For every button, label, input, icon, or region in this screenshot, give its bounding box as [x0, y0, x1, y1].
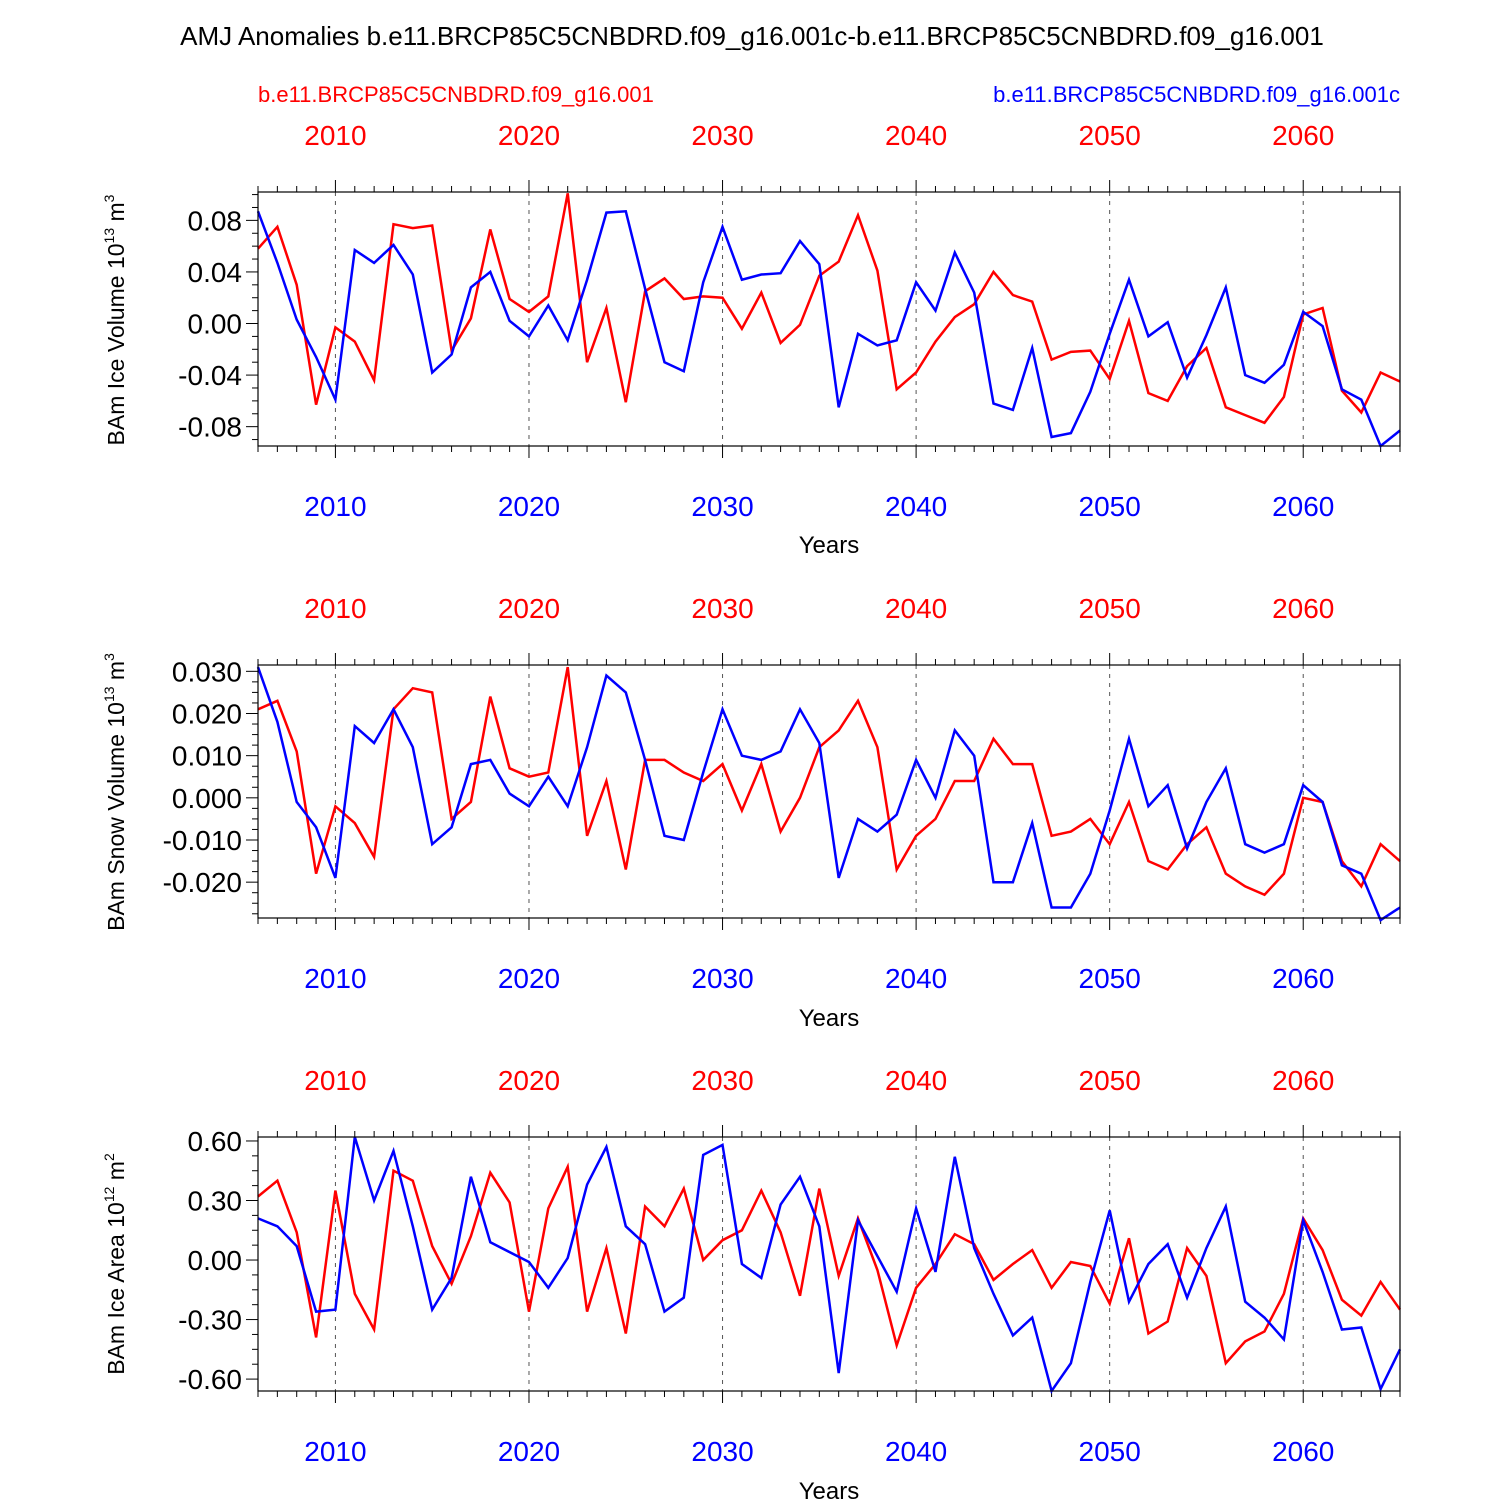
x-tick-label-bottom: 2010	[304, 1436, 366, 1467]
x-tick-label-top: 2020	[498, 120, 560, 151]
y-axis-label-unit-exponent: 3	[101, 194, 117, 202]
y-tick-label: -0.010	[163, 825, 242, 856]
x-tick-label-bottom: 2060	[1272, 963, 1334, 994]
x-axis-label: Years	[799, 1478, 860, 1500]
panel-3: -0.60 -0.30 0.00 0.30 0.60 2010 2010 2020 2020 20…	[101, 1065, 1402, 1500]
x-tick-label-bottom: 2040	[885, 491, 947, 522]
x-tick-label-top: 2060	[1272, 120, 1334, 151]
series-line-red	[257, 193, 1401, 425]
y-axis-label-exponent: 13	[101, 228, 117, 244]
x-tick-label-top: 2040	[885, 1065, 947, 1096]
y-tick-label: 0.30	[188, 1186, 243, 1217]
x-tick-label-bottom: 2060	[1272, 1436, 1334, 1467]
y-axis-label: BAm Ice Area 1012 m2	[101, 1153, 129, 1375]
plot-frame	[257, 1136, 1401, 1392]
y-tick-label: 0.00	[188, 1245, 243, 1276]
y-axis-label: BAm Ice Volume 1013 m3	[101, 194, 129, 445]
y-axis-label-unit-exponent: 3	[101, 653, 117, 661]
x-tick-label-top: 2020	[498, 1065, 560, 1096]
y-axis-label-unit: m	[103, 202, 129, 228]
x-tick-label-bottom: 2050	[1079, 963, 1141, 994]
x-tick-label-top: 2010	[304, 1065, 366, 1096]
y-axis-label-unit: m	[103, 1161, 129, 1187]
y-tick-label: -0.60	[178, 1364, 242, 1395]
x-tick-label-bottom: 2060	[1272, 491, 1334, 522]
x-tick-label-top: 2050	[1079, 120, 1141, 151]
x-tick-label-top: 2010	[304, 120, 366, 151]
panel-1: -0.08 -0.04 0.00 0.04 0.08 2010 2010 2020 2020 20…	[101, 120, 1401, 559]
x-tick-label-top: 2020	[498, 593, 560, 624]
x-axis-label: Years	[799, 1005, 860, 1032]
series-line-red	[257, 1162, 1402, 1366]
y-tick-label: 0.000	[172, 783, 242, 814]
x-tick-label-top: 2060	[1272, 593, 1334, 624]
x-tick-label-top: 2050	[1079, 593, 1141, 624]
x-tick-label-top: 2040	[885, 593, 947, 624]
x-tick-label-bottom: 2050	[1079, 491, 1141, 522]
legend-blue-label: b.e11.BRCP85C5CNBDRD.f09_g16.001c	[993, 82, 1400, 107]
y-axis-label-exponent: 12	[101, 1186, 117, 1202]
y-tick-label: 0.00	[188, 309, 243, 340]
y-axis-label-main: BAm Snow Volume 10	[103, 702, 129, 931]
x-tick-label-top: 2030	[691, 120, 753, 151]
panels: -0.08-0.040.000.040.08201020102020202020…	[101, 120, 1402, 1500]
x-tick-label-top: 2010	[304, 593, 366, 624]
x-tick-label-bottom: 2020	[498, 491, 560, 522]
y-axis-label-main: BAm Ice Volume 10	[103, 243, 129, 445]
x-tick-label-bottom: 2010	[304, 963, 366, 994]
series-line-blue	[256, 666, 1401, 922]
x-axis-label: Years	[799, 532, 860, 559]
series-line-blue	[256, 209, 1401, 449]
y-tick-label: -0.020	[163, 867, 242, 898]
x-tick-label-bottom: 2030	[691, 1436, 753, 1467]
x-tick-label-top: 2050	[1079, 1065, 1141, 1096]
y-tick-label: 0.04	[188, 257, 243, 288]
y-tick-label: 0.020	[172, 698, 242, 729]
panel-2: -0.020 -0.010 0.000 0.010 0.020 0.030 2010 2010…	[101, 593, 1401, 1032]
x-tick-label-top: 2030	[691, 1065, 753, 1096]
y-tick-label: 0.08	[188, 205, 243, 236]
y-tick-label: 0.030	[172, 656, 242, 687]
y-tick-label: 0.010	[172, 741, 242, 772]
x-tick-label-bottom: 2020	[498, 963, 560, 994]
x-tick-label-bottom: 2010	[304, 491, 366, 522]
y-tick-label: 0.60	[188, 1126, 243, 1157]
x-tick-label-bottom: 2040	[885, 963, 947, 994]
x-tick-label-top: 2060	[1272, 1065, 1334, 1096]
x-tick-label-bottom: 2020	[498, 1436, 560, 1467]
y-tick-label: -0.08	[178, 412, 242, 443]
x-tick-label-bottom: 2050	[1079, 1436, 1141, 1467]
plot-frame	[257, 664, 1401, 919]
y-tick-label: -0.04	[178, 360, 242, 391]
y-axis-label-exponent: 13	[101, 686, 117, 702]
plot-frame	[257, 191, 1401, 447]
x-tick-label-bottom: 2030	[691, 963, 753, 994]
x-tick-label-bottom: 2040	[885, 1436, 947, 1467]
y-tick-label: -0.30	[178, 1305, 242, 1336]
series-line-red	[257, 666, 1401, 897]
series-line-blue	[257, 1136, 1402, 1394]
legend-red-label: b.e11.BRCP85C5CNBDRD.f09_g16.001	[258, 82, 654, 107]
y-axis-label: BAm Snow Volume 1013 m3	[101, 653, 129, 931]
x-tick-label-top: 2030	[691, 593, 753, 624]
y-axis-label-main: BAm Ice Area 10	[103, 1202, 129, 1375]
x-tick-label-top: 2040	[885, 120, 947, 151]
x-tick-label-bottom: 2030	[691, 491, 753, 522]
y-axis-label-unit-exponent: 2	[101, 1153, 117, 1161]
y-axis-label-unit: m	[103, 661, 129, 687]
figure-title: AMJ Anomalies b.e11.BRCP85C5CNBDRD.f09_g…	[180, 21, 1324, 51]
